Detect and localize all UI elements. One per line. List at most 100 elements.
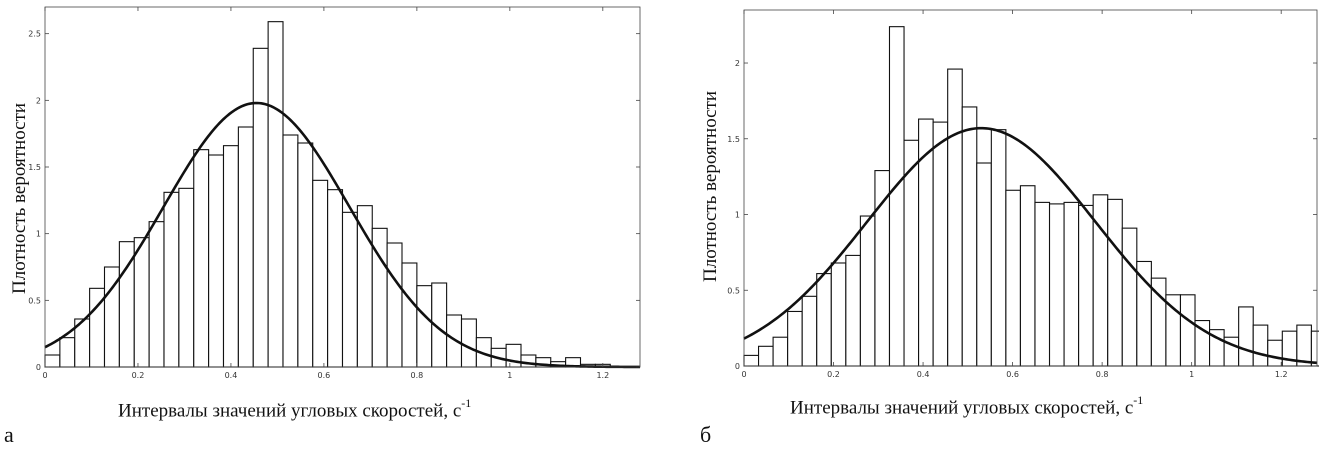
histogram-bar: [757, 345, 774, 367]
plot-frame: [44, 6, 641, 368]
x-axis-label-b-unit-exp: -1: [1133, 393, 1144, 407]
y-tick-label: 1: [36, 230, 41, 239]
histogram-bar: [401, 262, 418, 368]
x-tick-label: 0.4: [225, 371, 238, 380]
histogram-bar: [341, 211, 358, 368]
x-tick-label: 0.8: [411, 371, 424, 380]
y-tick-label: 2: [735, 59, 740, 68]
histogram-bar: [416, 285, 433, 368]
histogram-bar: [59, 337, 76, 368]
histogram-bar: [1179, 294, 1196, 367]
histogram-bar: [1034, 201, 1051, 367]
histogram-bar: [772, 336, 789, 367]
y-axis-label-b: Плотность вероятности: [700, 90, 721, 282]
y-tick-label: 1: [735, 211, 740, 220]
x-axis-label-b: Интервалы значений угловых скоростей, с-…: [790, 393, 1144, 419]
histogram-bar: [1078, 204, 1094, 367]
histogram-bar: [743, 354, 760, 367]
chart-panel-a: 0 0.2 0.4 0.6 0.8 1 1.2 0 0.5 1 1.5 2 2.5 Плотность …: [4, 6, 641, 447]
histogram-chart-a: 0 0.2 0.4 0.6 0.8 1 1.2 0 0.5 1 1.5 2 2.5: [28, 6, 641, 380]
x-tick-label: 0.4: [917, 370, 930, 379]
y-tick-label: 0.5: [727, 286, 740, 295]
histogram-bar: [1019, 185, 1036, 367]
histogram-bar: [356, 205, 373, 368]
histogram-bar: [1107, 198, 1123, 367]
histogram-bar: [976, 162, 992, 367]
histogram-bar: [327, 189, 344, 368]
x-tick-label: 1: [1189, 370, 1194, 379]
y-tick-label: 0: [735, 362, 740, 371]
plot-frame: [743, 9, 1318, 367]
chart-panel-b: 0 0.2 0.4 0.6 0.8 1 1.2 0 0.5 1 1.5 2 Плотность вер…: [660, 0, 1319, 455]
histogram-bar: [460, 318, 477, 368]
histogram-bar: [859, 215, 876, 367]
y-tick-label: 0.5: [28, 296, 41, 305]
histogram-bar: [282, 134, 299, 368]
x-tick-label: 0: [741, 370, 746, 379]
histogram-bar: [1121, 227, 1138, 367]
x-tick-label: 0: [42, 371, 47, 380]
histogram-bar: [1252, 324, 1269, 367]
x-tick-label: 0.2: [827, 370, 840, 379]
x-axis-label-a: Интервалы значений угловых скоростей, с-…: [118, 396, 472, 422]
histogram-bar: [830, 262, 847, 367]
x-tick-label: 1: [507, 371, 512, 380]
y-tick-label: 2: [36, 96, 41, 105]
histogram-bar: [1267, 339, 1283, 367]
y-axis-label-a: Плотность вероятности: [9, 102, 30, 294]
panel-letter-a: а: [4, 422, 14, 447]
histogram-bar: [874, 170, 891, 367]
y-tick-label: 2.5: [28, 30, 41, 39]
bars-a: [44, 21, 611, 368]
histogram-bar: [1136, 260, 1152, 367]
histogram-bar: [1063, 201, 1080, 367]
histogram-bar: [193, 149, 210, 368]
histogram-bar: [816, 273, 832, 367]
fitted-density-curve: [743, 126, 1318, 365]
histogram-bar: [237, 126, 254, 368]
histogram-bar: [148, 221, 165, 368]
panel-letter-b: б: [700, 422, 712, 447]
histogram-bar: [312, 179, 329, 368]
histogram-bar: [1238, 306, 1254, 367]
histogram-bar: [1310, 330, 1319, 367]
y-tick-label: 1.5: [28, 163, 41, 172]
histogram-bar: [961, 106, 978, 367]
histogram-bar: [801, 295, 818, 367]
histogram-bar: [446, 314, 463, 368]
histogram-bar: [990, 129, 1007, 367]
x-axis-label-a-unit-exp: -1: [461, 396, 472, 410]
histogram-bar: [252, 47, 269, 368]
histogram-bar: [932, 121, 949, 367]
histogram-bar: [178, 187, 195, 368]
fitted-density-curve: [44, 101, 641, 369]
histogram-bar: [44, 354, 61, 368]
histogram-bar: [1165, 294, 1182, 367]
histogram-bar: [386, 242, 403, 368]
y-tick-label: 0: [36, 363, 41, 372]
histogram-bar: [297, 142, 314, 368]
histogram-bar: [845, 254, 861, 367]
x-axis-label-b-text: Интервалы значений угловых скоростей, с: [790, 397, 1134, 419]
histogram-chart-b: 0 0.2 0.4 0.6 0.8 1 1.2 0 0.5 1 1.5 2: [727, 9, 1319, 379]
histogram-bar: [888, 26, 905, 367]
x-tick-label: 1.2: [1275, 370, 1288, 379]
x-tick-label: 0.2: [132, 371, 145, 380]
histogram-bar: [208, 154, 225, 368]
y-tick-label: 1.5: [727, 135, 740, 144]
histogram-bar: [787, 310, 803, 367]
bars-b: [743, 26, 1319, 367]
x-tick-label: 0.6: [1006, 370, 1019, 379]
x-tick-label: 0.6: [318, 371, 331, 380]
histogram-bar: [505, 343, 522, 368]
histogram-bar: [1048, 203, 1065, 367]
histogram-bar: [947, 68, 963, 367]
histogram-bar: [1005, 189, 1021, 367]
histogram-bar: [222, 145, 239, 368]
x-tick-label: 1.2: [596, 371, 609, 380]
histogram-bar: [163, 191, 180, 368]
histogram-bar: [133, 237, 150, 368]
histogram-bar: [267, 21, 284, 368]
x-axis-label-a-text: Интервалы значений угловых скоростей, с: [118, 400, 462, 422]
x-tick-label: 0.8: [1096, 370, 1109, 379]
